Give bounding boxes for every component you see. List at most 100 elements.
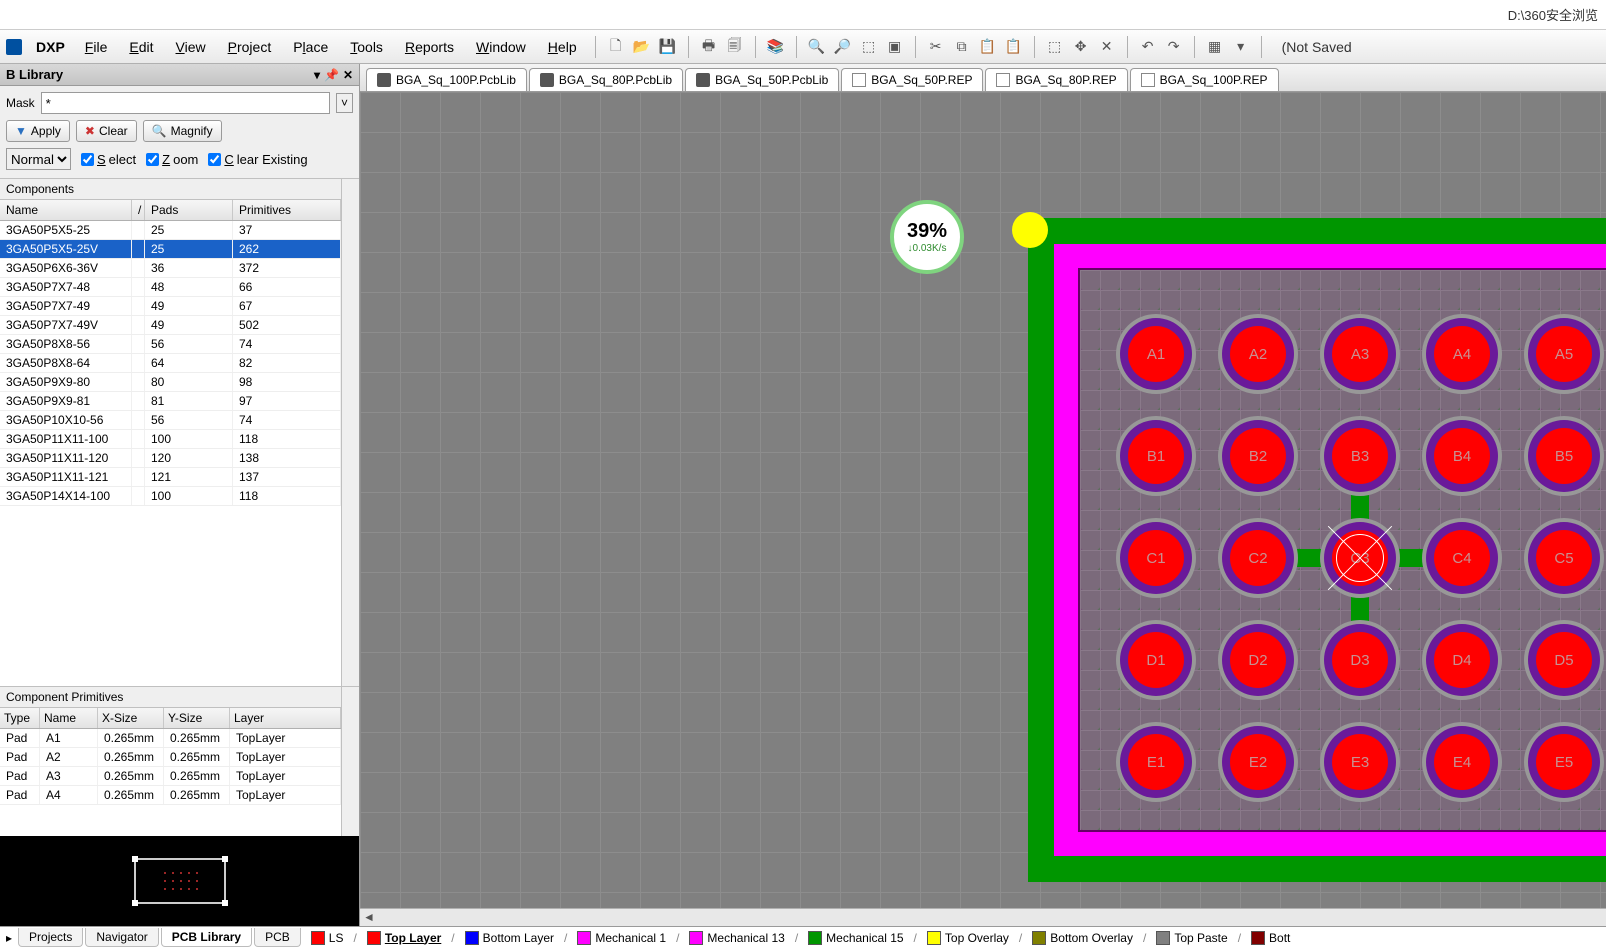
panel-dropdown-icon[interactable]: ▾ — [314, 68, 320, 82]
panel-pin-icon[interactable]: 📌 — [324, 68, 339, 82]
pad-A3[interactable]: A3 — [1324, 318, 1396, 390]
select-inside-icon[interactable]: ⬚ — [1046, 38, 1064, 56]
component-row[interactable]: 3GA50P7X7-484866 — [0, 278, 341, 297]
primitive-row[interactable]: PadA10.265mm0.265mmTopLayer — [0, 729, 341, 748]
document-tab[interactable]: BGA_Sq_100P.PcbLib — [366, 68, 527, 91]
scroll-left-icon[interactable]: ◄ — [360, 910, 378, 926]
menu-edit[interactable]: Edit — [119, 35, 163, 59]
dxp-menu[interactable]: DXP — [28, 35, 73, 59]
pad-D3[interactable]: D3 — [1324, 624, 1396, 696]
layer-tab[interactable]: Bottom Layer — [459, 929, 560, 947]
col-type[interactable]: Type — [0, 708, 40, 728]
print-icon[interactable]: 🖶 — [700, 38, 718, 56]
pad-B4[interactable]: B4 — [1426, 420, 1498, 492]
open-icon[interactable]: 📂 — [633, 38, 651, 56]
component-row[interactable]: 3GA50P10X10-565674 — [0, 411, 341, 430]
paste-special-icon[interactable]: 📋 — [1005, 38, 1023, 56]
copy-icon[interactable]: ⧉ — [953, 38, 971, 56]
pad-C4[interactable]: C4 — [1426, 522, 1498, 594]
panel-tab[interactable]: PCB — [254, 928, 301, 947]
pad-D5[interactable]: D5 — [1528, 624, 1600, 696]
document-tab[interactable]: BGA_Sq_80P.PcbLib — [529, 68, 683, 91]
pad-D2[interactable]: D2 — [1222, 624, 1294, 696]
save-icon[interactable]: 💾 — [659, 38, 677, 56]
col-xsize[interactable]: X-Size — [98, 708, 164, 728]
zoom-in-icon[interactable]: 🔍 — [808, 38, 826, 56]
magnify-button[interactable]: 🔍Magnify — [143, 120, 222, 142]
pad-E2[interactable]: E2 — [1222, 726, 1294, 798]
pad-D1[interactable]: D1 — [1120, 624, 1192, 696]
document-tab[interactable]: BGA_Sq_50P.REP — [841, 68, 983, 91]
layer-tab[interactable]: Mechanical 13 — [683, 929, 790, 947]
component-row[interactable]: 3GA50P9X9-818197 — [0, 392, 341, 411]
primitives-header[interactable]: Type Name X-Size Y-Size Layer — [0, 708, 341, 729]
pad-D4[interactable]: D4 — [1426, 624, 1498, 696]
apply-button[interactable]: ▼Apply — [6, 120, 70, 142]
component-row[interactable]: 3GA50P8X8-646482 — [0, 354, 341, 373]
col-pads[interactable]: Pads — [145, 200, 233, 220]
layer-tab[interactable]: Bottom Overlay — [1026, 929, 1139, 947]
component-row[interactable]: 3GA50P7X7-49V49502 — [0, 316, 341, 335]
panel-tab[interactable]: PCB Library — [161, 928, 252, 947]
pad-C1[interactable]: C1 — [1120, 522, 1192, 594]
menu-place[interactable]: Place — [283, 35, 338, 59]
horizontal-scrollbar[interactable]: ◄ — [360, 908, 1606, 926]
component-row[interactable]: 3GA50P11X11-120120138 — [0, 449, 341, 468]
pad-A4[interactable]: A4 — [1426, 318, 1498, 390]
pad-E4[interactable]: E4 — [1426, 726, 1498, 798]
layer-tab[interactable]: LS — [305, 929, 350, 947]
library-icon[interactable]: 📚 — [767, 38, 785, 56]
layer-tab[interactable]: Top Overlay — [921, 929, 1015, 947]
panel-close-icon[interactable]: ✕ — [343, 68, 353, 82]
pad-B3[interactable]: B3 — [1324, 420, 1396, 492]
clear-existing-checkbox[interactable]: Clear Existing — [208, 152, 307, 167]
pad-A5[interactable]: A5 — [1528, 318, 1600, 390]
component-row[interactable]: 3GA50P11X11-100100118 — [0, 430, 341, 449]
pad-E1[interactable]: E1 — [1120, 726, 1192, 798]
layer-tab[interactable]: Bott — [1245, 929, 1296, 947]
component-row[interactable]: 3GA50P5X5-25V25262 — [0, 240, 341, 259]
col-ysize[interactable]: Y-Size — [164, 708, 230, 728]
menu-view[interactable]: View — [166, 35, 216, 59]
pad-B1[interactable]: B1 — [1120, 420, 1192, 492]
zoom-fit-icon[interactable]: ▣ — [886, 38, 904, 56]
col-pname[interactable]: Name — [40, 708, 98, 728]
component-row[interactable]: 3GA50P14X14-100100118 — [0, 487, 341, 506]
primitive-row[interactable]: PadA30.265mm0.265mmTopLayer — [0, 767, 341, 786]
grid-icon[interactable]: ▦ — [1206, 38, 1224, 56]
menu-window[interactable]: Window — [466, 35, 536, 59]
layer-tab[interactable]: Mechanical 1 — [571, 929, 672, 947]
deselect-icon[interactable]: ✕ — [1098, 38, 1116, 56]
col-primitives[interactable]: Primitives — [233, 200, 341, 220]
document-tab[interactable]: BGA_Sq_80P.REP — [985, 68, 1127, 91]
pad-A1[interactable]: A1 — [1120, 318, 1192, 390]
print-preview-icon[interactable]: 🗐 — [726, 38, 744, 56]
menu-reports[interactable]: Reports — [395, 35, 464, 59]
mask-dropdown-icon[interactable]: ˅ — [336, 93, 353, 113]
layer-tab[interactable]: Mechanical 15 — [802, 929, 909, 947]
dropdown-icon[interactable]: ▾ — [1232, 38, 1250, 56]
component-row[interactable]: 3GA50P7X7-494967 — [0, 297, 341, 316]
component-row[interactable]: 3GA50P6X6-36V36372 — [0, 259, 341, 278]
primitives-scrollbar[interactable] — [341, 687, 359, 836]
component-row[interactable]: 3GA50P9X9-808098 — [0, 373, 341, 392]
clear-button[interactable]: ✖Clear — [76, 120, 137, 142]
layer-tab[interactable]: Top Layer — [361, 929, 447, 947]
pad-E5[interactable]: E5 — [1528, 726, 1600, 798]
primitive-row[interactable]: PadA40.265mm0.265mmTopLayer — [0, 786, 341, 805]
pad-B5[interactable]: B5 — [1528, 420, 1600, 492]
pad-C2[interactable]: C2 — [1222, 522, 1294, 594]
new-doc-icon[interactable]: 🗋 — [607, 38, 625, 56]
panel-tab[interactable]: Navigator — [85, 928, 158, 947]
mask-input[interactable] — [41, 92, 330, 114]
undo-icon[interactable]: ↶ — [1139, 38, 1157, 56]
panel-title-bar[interactable]: B Library ▾ 📌 ✕ — [0, 64, 359, 86]
layer-tab[interactable]: Top Paste — [1150, 929, 1233, 947]
components-header[interactable]: Name / Pads Primitives — [0, 200, 341, 221]
zoom-area-icon[interactable]: ⬚ — [860, 38, 878, 56]
redo-icon[interactable]: ↷ — [1165, 38, 1183, 56]
col-name[interactable]: Name — [0, 200, 132, 220]
component-row[interactable]: 3GA50P5X5-252537 — [0, 221, 341, 240]
paste-icon[interactable]: 📋 — [979, 38, 997, 56]
primitive-row[interactable]: PadA20.265mm0.265mmTopLayer — [0, 748, 341, 767]
